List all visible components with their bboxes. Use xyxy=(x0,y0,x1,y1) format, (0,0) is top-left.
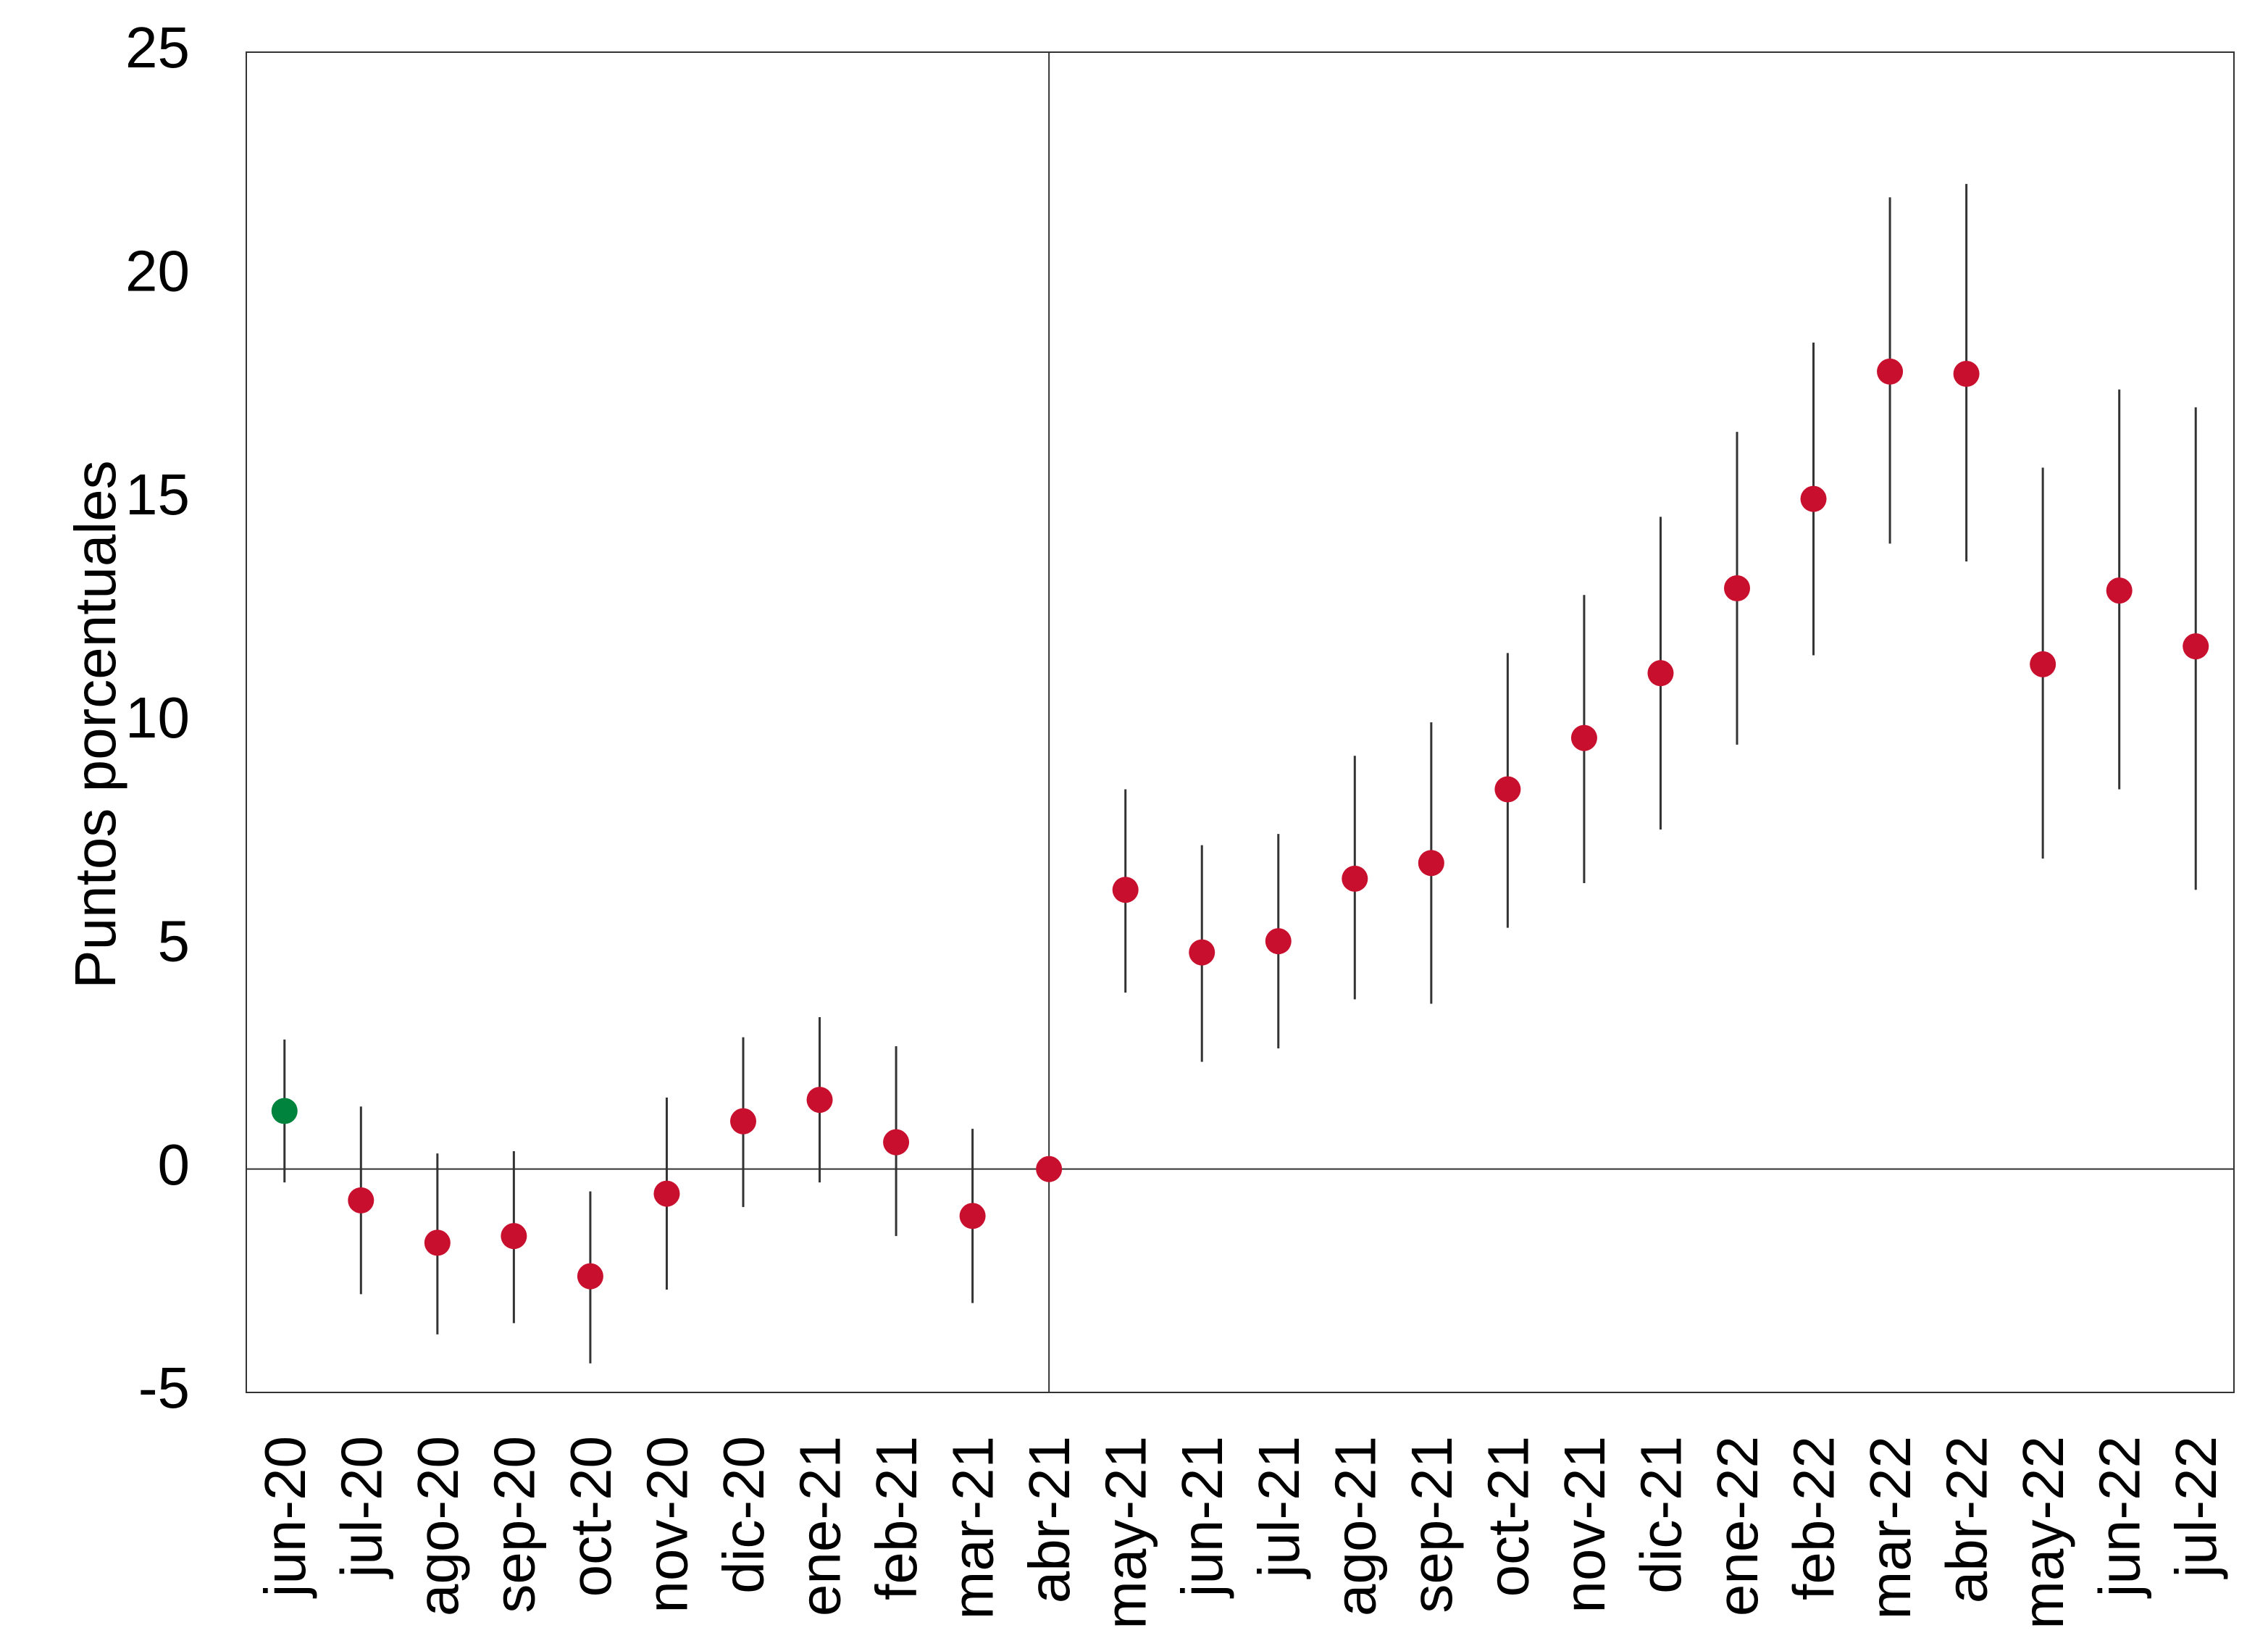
data-point xyxy=(1877,358,1904,385)
data-point xyxy=(1570,724,1597,751)
x-tick-label: ene-21 xyxy=(788,1436,853,1616)
x-tick-label: dic-21 xyxy=(1628,1436,1693,1594)
data-point xyxy=(653,1180,680,1207)
data-point xyxy=(348,1187,374,1213)
x-tick-label: ago-20 xyxy=(406,1436,470,1616)
x-tick-label: jun-20 xyxy=(253,1436,317,1598)
data-point xyxy=(1036,1156,1063,1182)
x-tick-label: feb-22 xyxy=(1782,1436,1846,1600)
x-tick-label: abr-22 xyxy=(1935,1436,1999,1603)
x-tick-label: jun-22 xyxy=(2088,1436,2152,1598)
x-tick-label: dic-20 xyxy=(711,1436,776,1594)
x-tick-label: nov-21 xyxy=(1552,1436,1617,1613)
data-point xyxy=(1647,660,1674,687)
y-axis-label: Puntos porcentuales xyxy=(63,460,127,988)
x-tick-label: jun-21 xyxy=(1170,1436,1234,1598)
data-point xyxy=(1189,939,1215,966)
x-tick-label: jul-22 xyxy=(2164,1436,2228,1579)
data-point xyxy=(1953,361,1980,387)
x-tick-label: oct-21 xyxy=(1476,1436,1540,1597)
x-tick-label: sep-21 xyxy=(1399,1436,1464,1613)
y-tick-label: 5 xyxy=(158,908,191,973)
x-tick-label: feb-21 xyxy=(864,1436,929,1600)
data-point xyxy=(806,1087,833,1114)
y-tick-label: 10 xyxy=(125,685,190,750)
data-point xyxy=(1800,485,1827,512)
x-tick-label: mar-21 xyxy=(941,1436,1005,1619)
x-tick-label: ene-22 xyxy=(1705,1436,1770,1616)
x-tick-label: jul-20 xyxy=(329,1436,393,1579)
x-tick-label: oct-20 xyxy=(558,1436,623,1597)
data-point xyxy=(424,1229,451,1256)
data-point xyxy=(959,1203,986,1229)
x-tick-label: jul-21 xyxy=(1247,1436,1311,1579)
x-tick-label: mar-22 xyxy=(1858,1436,1922,1619)
x-tick-label: abr-21 xyxy=(1017,1436,1081,1603)
data-point xyxy=(1265,928,1292,955)
x-tick-label: may-21 xyxy=(1094,1436,1158,1629)
data-point xyxy=(271,1098,298,1124)
data-point xyxy=(1112,877,1139,903)
x-tick-label: sep-20 xyxy=(482,1436,546,1613)
plot-frame xyxy=(246,51,2235,1393)
x-tick-label: ago-21 xyxy=(1323,1436,1387,1616)
x-tick-label: may-22 xyxy=(2011,1436,2075,1629)
data-point xyxy=(1494,776,1521,803)
data-point xyxy=(2106,577,2133,604)
data-point xyxy=(883,1129,910,1156)
y-tick-label: 25 xyxy=(125,15,190,80)
y-tick-label: -5 xyxy=(138,1355,190,1420)
y-tick-label: 15 xyxy=(125,462,190,527)
y-tick-label: 0 xyxy=(158,1132,191,1197)
data-point xyxy=(2183,633,2209,660)
data-point xyxy=(1418,850,1444,877)
data-point xyxy=(730,1108,756,1135)
y-tick-label: 20 xyxy=(125,238,190,303)
data-point xyxy=(577,1263,603,1290)
data-point xyxy=(2030,651,2056,677)
data-point xyxy=(1342,865,1368,892)
data-point xyxy=(501,1223,527,1250)
x-tick-label: nov-20 xyxy=(635,1436,699,1613)
data-point xyxy=(1724,575,1750,601)
